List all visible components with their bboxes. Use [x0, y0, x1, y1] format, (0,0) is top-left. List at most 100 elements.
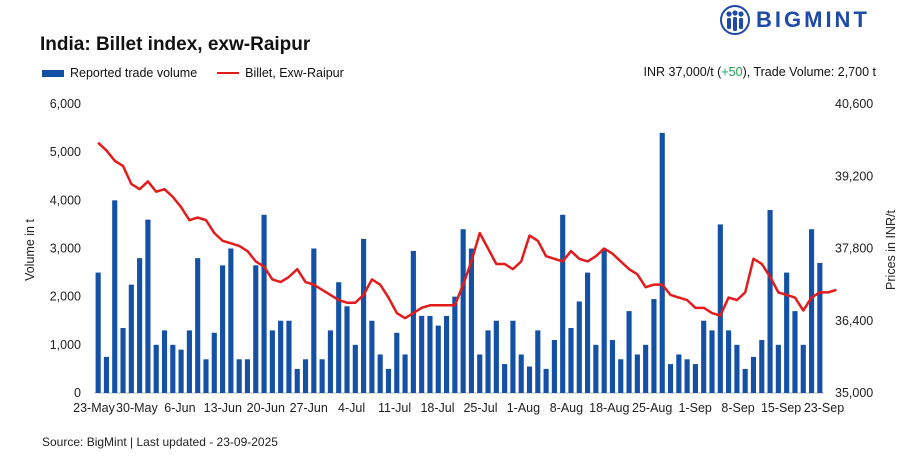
volume-bar — [385, 368, 392, 393]
volume-bar — [543, 368, 549, 393]
volume-bar — [510, 320, 516, 393]
volume-bar — [203, 359, 209, 393]
volume-bar — [435, 325, 441, 393]
x-tick-label: 15-Sep — [761, 401, 801, 415]
volume-bar — [344, 306, 350, 393]
volume-bar — [460, 229, 466, 393]
legend-label-price: Billet, Exw-Raipur — [245, 66, 344, 80]
price-summary-suffix: ), Trade Volume: 2,700 t — [742, 65, 876, 79]
volume-bar — [269, 330, 275, 393]
legend-swatch-bar — [42, 69, 64, 77]
x-tick-label: 13-Jun — [204, 401, 242, 415]
y-left-tick-label: 5,000 — [50, 145, 81, 159]
price-change: +50 — [721, 65, 743, 79]
y-right-tick-label: 37,800 — [835, 242, 873, 256]
price-summary-prefix: INR 37,000/t ( — [643, 65, 722, 79]
volume-bar — [394, 332, 400, 393]
volume-bar — [211, 332, 217, 393]
volume-bar — [676, 354, 682, 393]
volume-bar — [742, 368, 748, 393]
legend-item-price: Billet, Exw-Raipur — [217, 66, 344, 80]
y-left-tick-label: 2,000 — [50, 290, 81, 304]
volume-bar — [153, 344, 159, 393]
volume-bar — [128, 284, 134, 394]
x-tick-label: 6-Jun — [164, 401, 195, 415]
volume-bar — [419, 315, 425, 393]
volume-bar — [576, 301, 582, 393]
chart-title: India: Billet index, exw-Raipur — [40, 34, 311, 55]
legend-label-volume: Reported trade volume — [70, 66, 198, 80]
volume-bar — [759, 340, 765, 393]
volume-bar — [120, 327, 126, 393]
x-tick-label: 8-Sep — [721, 401, 754, 415]
y-left-tick-label: 6,000 — [50, 97, 81, 111]
legend-swatch-line — [217, 72, 240, 74]
volume-bar — [186, 330, 192, 393]
volume-bar — [261, 214, 267, 393]
y-left-tick-label: 4,000 — [50, 193, 81, 207]
legend: Reported trade volume Billet, Exw-Raipur — [42, 66, 354, 80]
volume-bar — [361, 238, 367, 393]
x-tick-label: 8-Aug — [550, 401, 583, 415]
volume-bar — [792, 311, 798, 393]
volume-bar — [228, 248, 234, 393]
volume-bar — [468, 248, 475, 393]
x-tick-label: 23-Sep — [804, 401, 844, 415]
volume-bar — [643, 344, 649, 393]
volume-bar — [286, 320, 292, 393]
x-tick-label: 25-Aug — [632, 401, 672, 415]
x-tick-label: 25-Jul — [463, 401, 497, 415]
volume-bar — [220, 265, 226, 393]
volume-bar — [560, 214, 566, 393]
volume-bar — [585, 272, 591, 393]
volume-bar — [717, 224, 723, 393]
volume-bar — [319, 359, 325, 393]
y-left-tick-label: 3,000 — [50, 242, 81, 256]
bigmint-people-icon — [720, 5, 750, 35]
volume-bar — [651, 299, 657, 393]
volume-bar — [95, 272, 101, 393]
volume-bar — [593, 344, 599, 393]
volume-bar — [535, 330, 541, 393]
volume-bar — [112, 200, 118, 393]
y-right-tick-label: 35,000 — [835, 386, 873, 400]
volume-bar — [726, 330, 732, 393]
volume-bar — [103, 356, 110, 394]
x-tick-label: 4-Jul — [338, 401, 365, 415]
volume-bar — [800, 344, 806, 393]
volume-bar — [377, 354, 383, 393]
volume-bar — [734, 344, 740, 393]
x-tick-label: 30-May — [116, 401, 158, 415]
volume-bar — [634, 354, 640, 393]
volume-bar — [311, 248, 317, 393]
volume-bar — [709, 330, 715, 393]
volume-bar — [502, 364, 508, 393]
volume-bar — [485, 330, 491, 393]
volume-bar — [568, 327, 574, 393]
volume-bar — [369, 320, 375, 393]
volume-bar — [236, 359, 242, 393]
volume-bar — [443, 315, 450, 393]
price-line — [97, 141, 837, 320]
volume-bar — [808, 229, 815, 393]
brand-logo: BIGMINT — [720, 4, 870, 36]
y-right-tick-label: 36,400 — [835, 314, 873, 328]
volume-bar — [427, 315, 433, 393]
x-tick-label: 18-Aug — [589, 401, 629, 415]
volume-bar — [195, 258, 201, 393]
volume-bar — [551, 340, 557, 393]
x-tick-label: 20-Jun — [247, 401, 285, 415]
volume-bar — [601, 248, 607, 393]
volume-bar — [402, 354, 408, 393]
volume-bar — [659, 132, 665, 393]
volume-bar — [137, 258, 143, 393]
volume-bar — [817, 262, 823, 393]
volume-bar — [750, 356, 757, 394]
volume-bar — [244, 359, 251, 393]
volume-bar — [609, 340, 616, 393]
x-tick-label: 23-May — [73, 401, 115, 415]
volume-bar — [178, 349, 184, 393]
volume-bar — [775, 344, 781, 393]
volume-bar — [667, 364, 674, 393]
